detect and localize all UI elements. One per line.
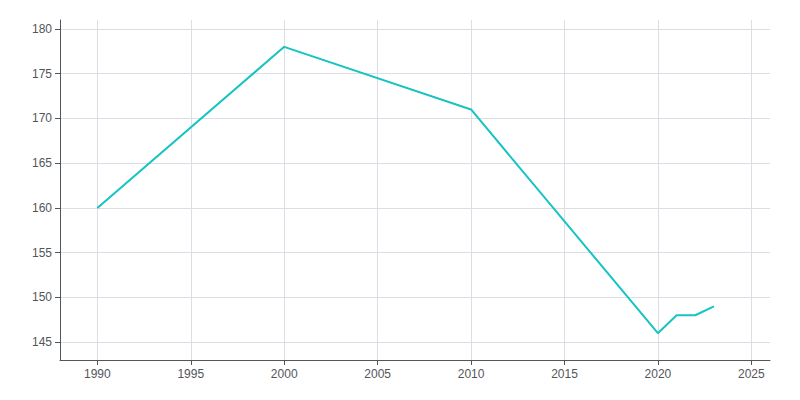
svg-text:2020: 2020 — [645, 367, 672, 381]
svg-text:2005: 2005 — [364, 367, 391, 381]
svg-text:2015: 2015 — [551, 367, 578, 381]
svg-text:1990: 1990 — [84, 367, 111, 381]
svg-text:170: 170 — [32, 111, 52, 125]
svg-text:2025: 2025 — [738, 367, 765, 381]
svg-text:2010: 2010 — [458, 367, 485, 381]
svg-text:145: 145 — [32, 335, 52, 349]
svg-text:160: 160 — [32, 201, 52, 215]
svg-text:150: 150 — [32, 290, 52, 304]
svg-text:1995: 1995 — [177, 367, 204, 381]
svg-text:155: 155 — [32, 246, 52, 260]
svg-text:2000: 2000 — [271, 367, 298, 381]
svg-text:175: 175 — [32, 67, 52, 81]
svg-text:180: 180 — [32, 22, 52, 36]
svg-text:165: 165 — [32, 156, 52, 170]
